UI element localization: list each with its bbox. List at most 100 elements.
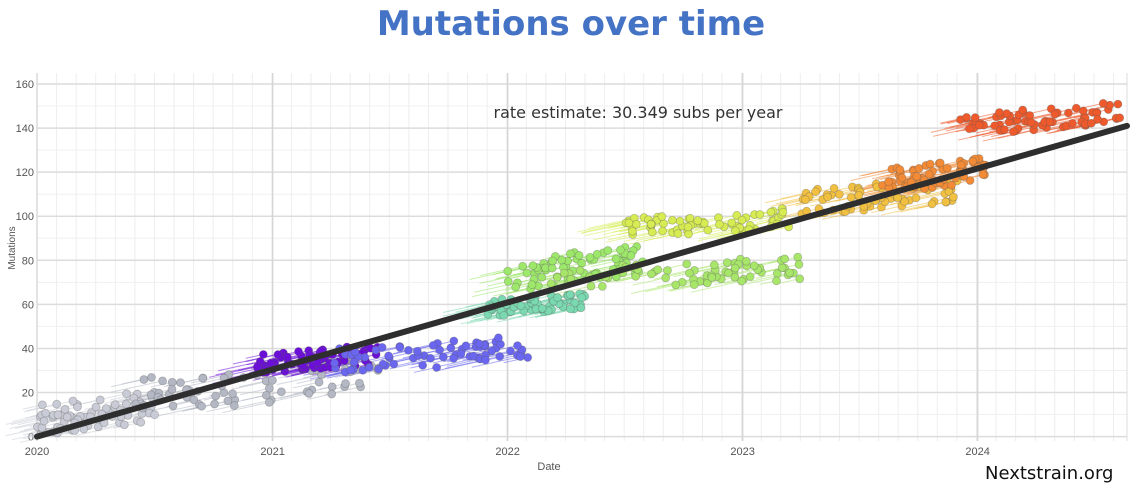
data-point[interactable]	[228, 389, 237, 399]
data-point[interactable]	[258, 350, 268, 359]
data-point[interactable]	[474, 339, 484, 349]
data-point[interactable]	[1078, 106, 1088, 116]
data-point[interactable]	[647, 269, 656, 279]
data-point[interactable]	[495, 352, 505, 361]
data-point[interactable]	[139, 375, 149, 384]
data-point[interactable]	[994, 108, 1004, 117]
data-point[interactable]	[795, 274, 805, 284]
data-point[interactable]	[273, 350, 283, 359]
data-point[interactable]	[268, 375, 277, 385]
data-point[interactable]	[829, 183, 839, 193]
data-point[interactable]	[95, 395, 105, 405]
data-point[interactable]	[970, 113, 980, 122]
data-point[interactable]	[794, 260, 804, 269]
data-point[interactable]	[41, 408, 51, 418]
data-point[interactable]	[778, 207, 788, 217]
data-point[interactable]	[395, 343, 405, 352]
data-point[interactable]	[412, 346, 422, 356]
data-point[interactable]	[673, 229, 683, 238]
data-point[interactable]	[304, 389, 314, 398]
data-point[interactable]	[722, 258, 732, 268]
data-point[interactable]	[110, 400, 120, 410]
data-point[interactable]	[481, 355, 490, 365]
data-point[interactable]	[927, 199, 937, 209]
data-point[interactable]	[793, 252, 803, 262]
data-point[interactable]	[772, 276, 781, 286]
data-point[interactable]	[1113, 99, 1123, 109]
data-point[interactable]	[506, 346, 515, 356]
data-point[interactable]	[210, 399, 219, 409]
data-point[interactable]	[62, 412, 72, 422]
data-point[interactable]	[1093, 114, 1102, 124]
data-point[interactable]	[586, 281, 596, 291]
data-point[interactable]	[585, 252, 595, 262]
data-point[interactable]	[119, 420, 129, 430]
data-point[interactable]	[956, 160, 966, 170]
data-point[interactable]	[428, 340, 438, 350]
data-point[interactable]	[1050, 109, 1060, 119]
data-point[interactable]	[122, 389, 131, 399]
data-point[interactable]	[446, 343, 456, 353]
data-point[interactable]	[1086, 118, 1096, 128]
data-point[interactable]	[978, 170, 988, 179]
data-point[interactable]	[777, 263, 787, 272]
data-point[interactable]	[603, 246, 613, 255]
data-point[interactable]	[965, 176, 975, 185]
data-point[interactable]	[456, 349, 466, 359]
data-point[interactable]	[1002, 109, 1012, 118]
data-point[interactable]	[611, 254, 621, 264]
data-point[interactable]	[314, 377, 324, 387]
data-point[interactable]	[426, 353, 435, 363]
data-point[interactable]	[715, 219, 724, 229]
data-point[interactable]	[548, 256, 557, 266]
data-point[interactable]	[432, 363, 442, 372]
data-point[interactable]	[449, 336, 459, 346]
data-point[interactable]	[223, 396, 233, 406]
data-point[interactable]	[528, 261, 538, 271]
data-point[interactable]	[122, 399, 131, 409]
data-point[interactable]	[438, 352, 448, 362]
data-point[interactable]	[68, 396, 78, 406]
data-point[interactable]	[914, 164, 924, 173]
data-point[interactable]	[947, 180, 956, 190]
data-point[interactable]	[516, 301, 526, 311]
data-point[interactable]	[461, 341, 471, 351]
data-point[interactable]	[1045, 117, 1055, 127]
data-point[interactable]	[547, 263, 557, 273]
data-point[interactable]	[1026, 118, 1036, 127]
data-point[interactable]	[197, 401, 207, 411]
data-point[interactable]	[327, 389, 337, 399]
data-point[interactable]	[327, 382, 337, 392]
data-point[interactable]	[282, 352, 292, 362]
data-point[interactable]	[962, 112, 971, 122]
data-point[interactable]	[964, 124, 974, 134]
data-point[interactable]	[709, 260, 719, 270]
data-point[interactable]	[557, 255, 567, 265]
data-point[interactable]	[745, 272, 755, 282]
data-point[interactable]	[559, 268, 569, 278]
data-point[interactable]	[499, 311, 509, 320]
data-point[interactable]	[136, 417, 146, 427]
data-point[interactable]	[389, 359, 399, 369]
data-point[interactable]	[537, 272, 547, 282]
data-point[interactable]	[384, 351, 393, 361]
data-point[interactable]	[616, 245, 625, 255]
data-point[interactable]	[53, 410, 63, 420]
data-point[interactable]	[73, 402, 82, 412]
data-point[interactable]	[597, 282, 607, 291]
data-point[interactable]	[671, 280, 681, 290]
data-point[interactable]	[487, 346, 497, 356]
data-point[interactable]	[60, 404, 70, 414]
data-point[interactable]	[785, 268, 795, 278]
data-point[interactable]	[518, 261, 528, 271]
data-point[interactable]	[494, 333, 503, 343]
data-point[interactable]	[675, 216, 685, 226]
data-point[interactable]	[503, 277, 513, 286]
data-point[interactable]	[990, 121, 1000, 131]
data-point[interactable]	[537, 304, 547, 313]
data-point[interactable]	[653, 265, 663, 275]
data-point[interactable]	[727, 218, 737, 228]
data-point[interactable]	[854, 190, 864, 200]
data-point[interactable]	[685, 268, 694, 278]
data-point[interactable]	[730, 272, 740, 282]
